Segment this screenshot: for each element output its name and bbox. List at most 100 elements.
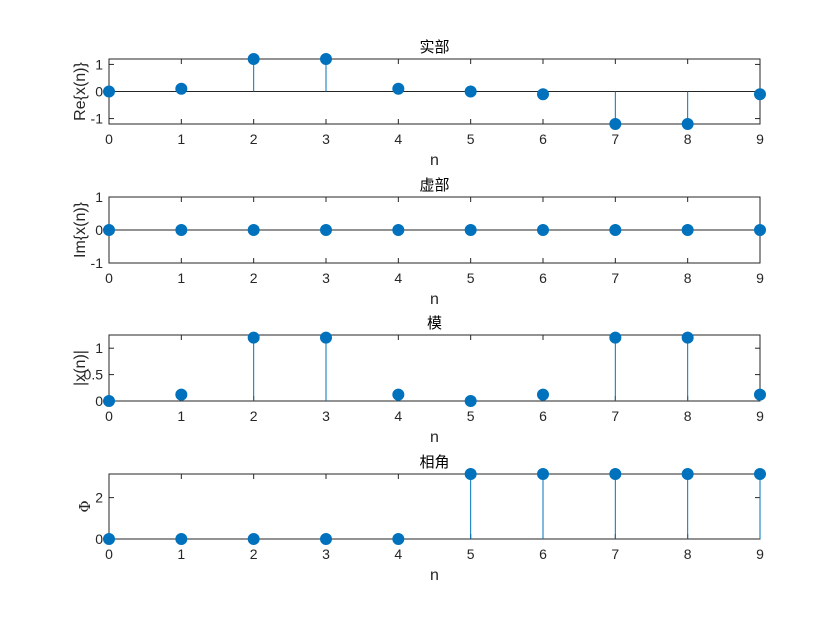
x-tick-label: 0 <box>105 131 113 147</box>
x-tick-label: 7 <box>611 270 619 286</box>
x-tick-label: 9 <box>756 131 764 147</box>
x-tick-label: 6 <box>539 408 547 424</box>
y-tick-label: 0.5 <box>84 367 104 383</box>
stem-marker <box>609 468 622 480</box>
x-axis-label: n <box>430 567 439 584</box>
x-tick-label: 6 <box>539 546 547 562</box>
stem-marker <box>103 533 115 545</box>
x-tick-label: 9 <box>756 270 764 286</box>
chart-title: 相角 <box>419 453 449 471</box>
y-tick-label: -1 <box>91 255 104 271</box>
y-tick-label: 0 <box>95 84 103 100</box>
x-tick-label: 0 <box>105 270 113 286</box>
x-tick-label: 3 <box>322 270 330 286</box>
stem-marker <box>754 88 766 101</box>
x-tick-label: 7 <box>611 546 619 562</box>
x-tick-label: 4 <box>394 270 402 286</box>
x-tick-label: 5 <box>467 408 475 424</box>
stem-marker <box>681 224 694 236</box>
y-tick-label: 2 <box>95 490 103 506</box>
chart-title: 虚部 <box>419 176 449 194</box>
chart-title: 模 <box>427 314 442 332</box>
x-tick-label: 2 <box>250 546 258 562</box>
x-tick-label: 7 <box>611 408 619 424</box>
x-tick-label: 8 <box>684 408 692 424</box>
stem-marker <box>175 82 188 95</box>
subplot-4: 0 1 2 3 4 5 6 7 8 9 0 2 相角 n Φ <box>76 453 766 584</box>
stem-marker <box>175 224 188 236</box>
stem-marker <box>609 224 622 236</box>
axes-box <box>108 334 761 402</box>
x-tick-label: 1 <box>177 131 185 147</box>
stem-marker <box>537 88 549 101</box>
x-tick-label: 8 <box>684 546 692 562</box>
x-tick-label: 2 <box>250 408 258 424</box>
x-tick-label: 3 <box>322 546 330 562</box>
subplot-3: 0 1 2 3 4 5 6 7 8 9 0 0.5 1 模 n |x(n)| <box>72 314 766 446</box>
y-axis-label: Im{x(n)} <box>72 201 89 258</box>
stem-marker <box>103 395 115 407</box>
x-tick-label: 8 <box>684 270 692 286</box>
stem-marker <box>464 395 477 407</box>
stem-marker <box>103 224 115 236</box>
x-tick-label: 6 <box>539 131 547 147</box>
y-axis-label: Φ <box>76 500 94 512</box>
stem-marker <box>392 224 405 236</box>
x-tick-label: 8 <box>684 131 692 147</box>
stem-marker <box>681 468 694 480</box>
stem-marker <box>175 533 188 545</box>
stem-marker <box>320 53 332 65</box>
chart-title: 实部 <box>419 38 449 56</box>
y-tick-label: 0 <box>95 222 103 238</box>
stem-marker <box>537 388 549 401</box>
x-tick-label: 2 <box>250 270 258 286</box>
x-tick-label: 0 <box>105 408 113 424</box>
stem-marker <box>754 388 766 401</box>
y-tick-label: 0 <box>95 531 103 547</box>
x-tick-label: 9 <box>756 546 764 562</box>
stem-marker <box>392 82 405 95</box>
x-tick-label: 9 <box>756 408 764 424</box>
stem-marker <box>392 533 405 545</box>
x-tick-label: 0 <box>105 546 113 562</box>
stem-marker <box>754 224 766 236</box>
y-tick-label: -1 <box>91 111 104 127</box>
stem-marker <box>754 468 766 480</box>
stem-marker <box>609 118 622 130</box>
stem-marker <box>247 224 260 236</box>
stem-marker <box>175 388 188 401</box>
x-tick-label: 5 <box>467 270 475 286</box>
x-tick-label: 1 <box>177 546 185 562</box>
stem-marker <box>464 468 477 480</box>
y-axis-label: Re{x(n)} <box>72 62 89 121</box>
y-tick-label: 0 <box>95 393 103 409</box>
stem-marker <box>103 85 115 98</box>
x-tick-label: 1 <box>177 408 185 424</box>
stem-marker <box>537 468 549 480</box>
x-tick-label: 3 <box>322 131 330 147</box>
x-tick-label: 2 <box>250 131 258 147</box>
y-tick-label: 1 <box>95 340 103 356</box>
x-axis-label: n <box>430 291 439 308</box>
stem-marker <box>537 224 549 236</box>
x-tick-label: 5 <box>467 546 475 562</box>
x-axis-label: n <box>430 152 439 169</box>
stem-marker <box>247 53 260 65</box>
x-tick-label: 4 <box>394 408 402 424</box>
x-tick-label: 6 <box>539 270 547 286</box>
stem-marker <box>609 331 622 344</box>
stem-marker <box>681 118 694 130</box>
stem-marker <box>392 388 405 401</box>
stem-marker <box>320 533 332 545</box>
stem-marker <box>464 224 477 236</box>
stem-marker <box>681 331 694 344</box>
x-tick-label: 1 <box>177 270 185 286</box>
y-tick-label: 1 <box>95 189 103 205</box>
stem-marker <box>320 331 332 344</box>
stem-marker <box>247 533 260 545</box>
y-tick-label: 1 <box>95 56 103 72</box>
stem-marker <box>247 331 260 344</box>
